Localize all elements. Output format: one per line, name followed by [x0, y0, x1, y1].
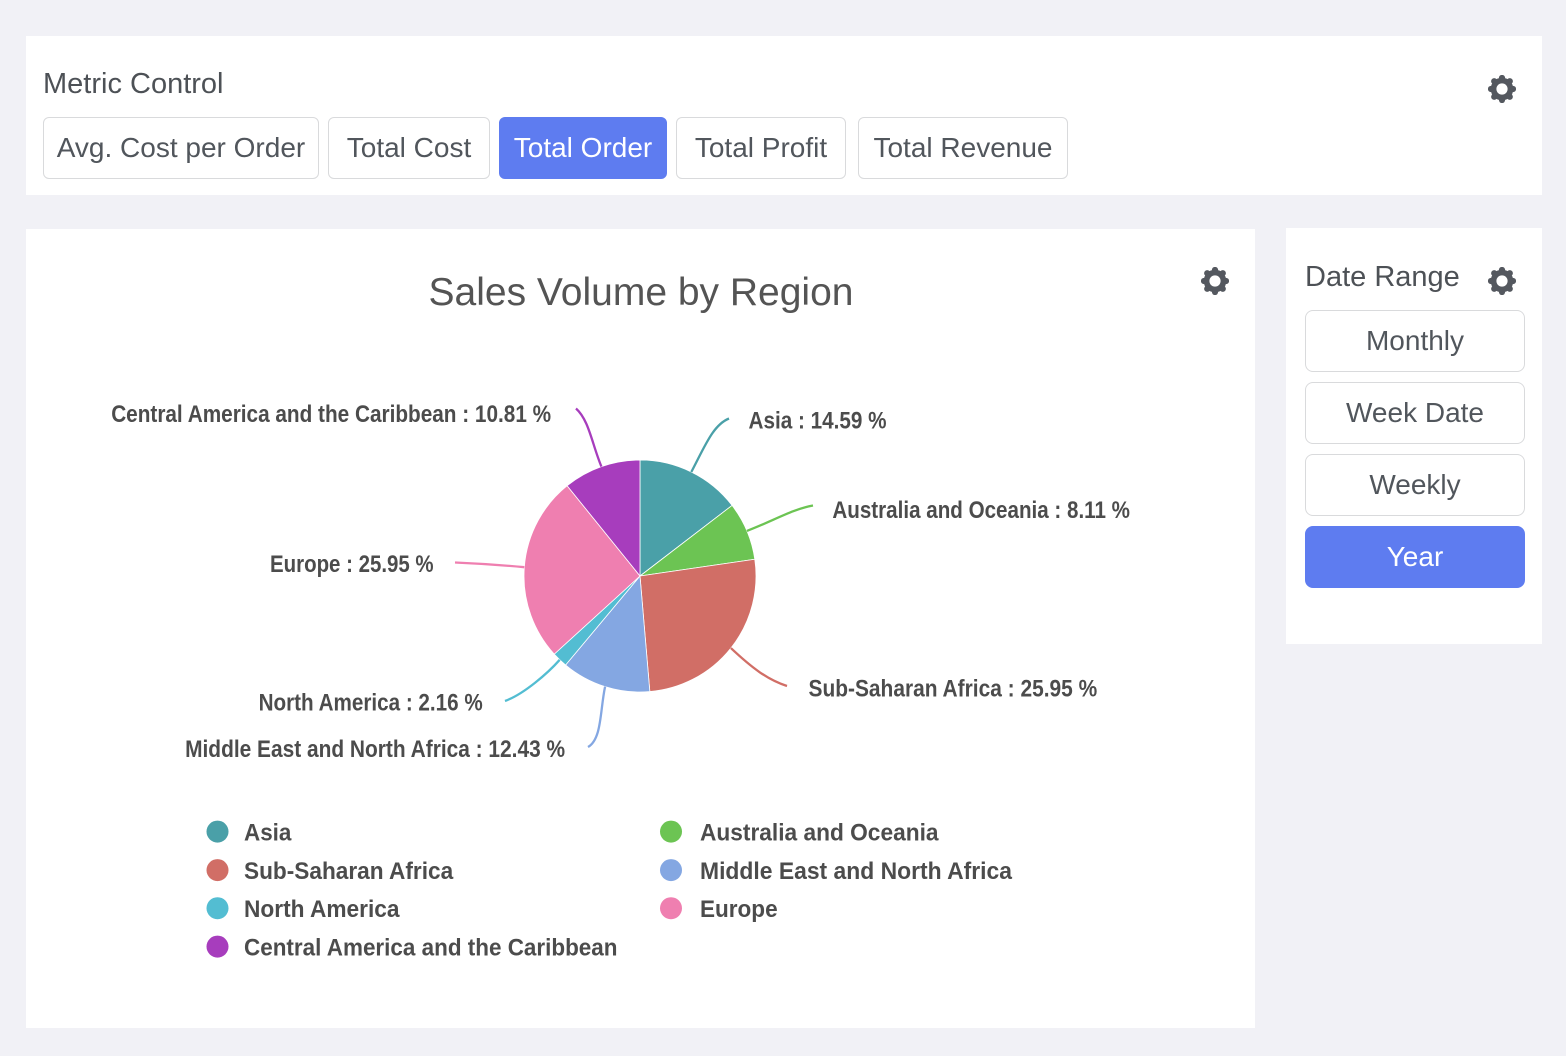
svg-text:Sub-Saharan Africa: Sub-Saharan Africa: [244, 858, 454, 885]
svg-text:Asia: Asia: [244, 819, 292, 846]
svg-text:Central America and the Caribb: Central America and the Caribbean: [244, 934, 618, 961]
svg-text:Middle East and North Africa :: Middle East and North Africa : 12.43 %: [185, 736, 565, 763]
svg-text:Asia : 14.59 %: Asia : 14.59 %: [749, 408, 887, 435]
svg-text:Middle East and North Africa: Middle East and North Africa: [700, 858, 1013, 885]
svg-text:North America: North America: [244, 896, 400, 923]
svg-text:Australia and Oceania : 8.11 %: Australia and Oceania : 8.11 %: [832, 497, 1130, 524]
svg-text:Sub-Saharan Africa : 25.95 %: Sub-Saharan Africa : 25.95 %: [809, 676, 1098, 703]
svg-text:Australia and Oceania: Australia and Oceania: [700, 819, 939, 846]
svg-text:Central America and the Caribb: Central America and the Caribbean : 10.8…: [111, 401, 551, 428]
svg-text:Sales Volume by Region: Sales Volume by Region: [429, 271, 854, 314]
svg-text:Europe : 25.95 %: Europe : 25.95 %: [270, 551, 434, 578]
svg-text:North America : 2.16 %: North America : 2.16 %: [259, 690, 483, 717]
svg-text:Europe: Europe: [700, 896, 778, 923]
